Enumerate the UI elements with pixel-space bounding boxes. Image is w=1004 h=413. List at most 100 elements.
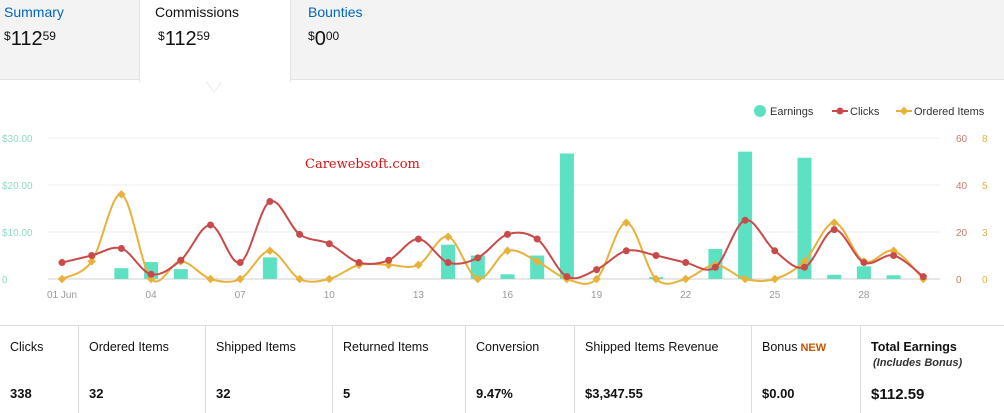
earnings-tabs: Summary $11259 Commissions $11259 Bounti… bbox=[0, 0, 1004, 82]
tab-summary-label[interactable]: Summary bbox=[4, 4, 64, 20]
clicks-point bbox=[266, 197, 274, 205]
y-right-clicks-tick-label: 40 bbox=[956, 181, 968, 192]
legend-earnings-label: Earnings bbox=[770, 106, 814, 118]
new-badge: NEW bbox=[800, 342, 827, 354]
y-left-tick-label: $10.00 bbox=[2, 228, 33, 239]
ordered-items-point bbox=[770, 274, 780, 284]
ordered-items-point bbox=[592, 274, 601, 284]
x-tick-label: 13 bbox=[413, 290, 425, 301]
earnings-bar bbox=[500, 274, 515, 279]
tab-summary[interactable]: Summary $11259 bbox=[0, 0, 138, 80]
clicks-point bbox=[533, 235, 541, 243]
ordered-items-point bbox=[800, 257, 809, 266]
legend-clicks-marker bbox=[836, 107, 844, 115]
stat-label: Total Earnings bbox=[871, 340, 957, 354]
stat-value: $3,347.55 bbox=[585, 386, 643, 401]
stat-value: 32 bbox=[89, 386, 104, 401]
earnings-bar bbox=[738, 151, 753, 279]
clicks-point bbox=[682, 259, 690, 267]
x-tick-label: 25 bbox=[769, 290, 781, 301]
earnings-bar bbox=[856, 266, 871, 279]
x-tick-label: 16 bbox=[502, 290, 514, 301]
stat-label: Returned Items bbox=[343, 340, 429, 354]
earnings-bar bbox=[559, 153, 574, 279]
y-right-clicks-tick-label: 20 bbox=[956, 228, 968, 239]
y-left-tick-label: 0 bbox=[2, 275, 8, 286]
legend-earnings-marker bbox=[754, 105, 766, 117]
clicks-point bbox=[622, 247, 630, 255]
clicks-point bbox=[711, 263, 719, 271]
y-right-items-tick-label: 8 bbox=[982, 134, 988, 145]
y-left-tick-label: $20.00 bbox=[2, 181, 33, 192]
ordered-items-point bbox=[503, 246, 512, 256]
clicks-point bbox=[919, 273, 927, 281]
ordered-items-point bbox=[295, 274, 304, 284]
ordered-items-point bbox=[117, 190, 126, 199]
ordered-items-point bbox=[414, 260, 423, 270]
x-tick-label: 28 bbox=[858, 290, 870, 301]
x-tick-label: 22 bbox=[680, 290, 692, 301]
stat-value: 338 bbox=[10, 386, 32, 401]
ordered-items-point bbox=[651, 274, 661, 284]
ordered-items-point bbox=[473, 274, 483, 284]
stat-label: Bonus NEW bbox=[762, 340, 827, 354]
x-tick-label: 07 bbox=[235, 290, 247, 301]
clicks-point bbox=[504, 230, 511, 238]
x-tick-label: 04 bbox=[146, 290, 158, 301]
ordered-items-point bbox=[265, 246, 275, 256]
tab-commissions-amount: $11259 bbox=[158, 28, 210, 51]
clicks-point bbox=[771, 247, 779, 255]
earnings-bar bbox=[797, 157, 812, 279]
stat-ordered-items: Ordered Items 32 bbox=[78, 326, 205, 413]
stat-value: $0.00 bbox=[762, 386, 795, 401]
tab-bounties[interactable]: Bounties $000 bbox=[308, 0, 428, 80]
stat-total-earnings: Total Earnings (Includes Bonus) $112.59 bbox=[860, 326, 1004, 413]
ordered-items-point bbox=[532, 257, 542, 266]
clicks-point bbox=[830, 226, 838, 234]
tab-bounties-amount: $000 bbox=[308, 28, 339, 51]
stat-label: Clicks bbox=[10, 340, 44, 354]
tab-commissions-label[interactable]: Commissions bbox=[155, 4, 240, 20]
clicks-point bbox=[117, 244, 125, 252]
amount-dollars: 112 bbox=[164, 28, 197, 50]
ordered-items-point bbox=[622, 218, 631, 227]
clicks-point bbox=[147, 270, 155, 278]
stat-bonus: Bonus NEW $0.00 bbox=[751, 326, 860, 413]
stat-shipped-items: Shipped Items 32 bbox=[205, 326, 332, 413]
amount-cents: 00 bbox=[325, 29, 340, 43]
clicks-point bbox=[474, 254, 482, 262]
earnings-bar bbox=[262, 257, 277, 279]
stat-sublabel: (Includes Bonus) bbox=[873, 357, 963, 369]
x-tick-label: 19 bbox=[591, 290, 603, 301]
clicks-point bbox=[325, 240, 333, 248]
stat-clicks: Clicks 338 bbox=[0, 326, 78, 413]
clicks-point bbox=[563, 273, 571, 281]
earnings-bar bbox=[470, 255, 485, 279]
clicks-point bbox=[296, 230, 304, 238]
amount-dollars: 0 bbox=[314, 28, 326, 50]
y-right-items-tick-label: 3 bbox=[982, 228, 988, 239]
earnings-bar bbox=[114, 268, 129, 279]
stat-value: $112.59 bbox=[871, 386, 925, 403]
clicks-point bbox=[88, 252, 96, 259]
ordered-items-line bbox=[61, 193, 925, 285]
legend-clicks-label: Clicks bbox=[850, 106, 880, 118]
clicks-point bbox=[741, 216, 749, 224]
tab-bounties-label[interactable]: Bounties bbox=[308, 4, 363, 20]
stat-value: 5 bbox=[343, 386, 351, 401]
ordered-items-point bbox=[829, 218, 839, 227]
ordered-items-point bbox=[325, 274, 334, 284]
clicks-point bbox=[58, 259, 66, 267]
amount-dollars: 112 bbox=[10, 28, 43, 50]
clicks-point bbox=[860, 259, 868, 267]
amount-cents: 59 bbox=[42, 29, 56, 43]
tab-commissions[interactable]: Commissions $11259 bbox=[139, 0, 291, 82]
stat-label: Shipped Items bbox=[216, 340, 296, 354]
clicks-point bbox=[236, 259, 244, 267]
clicks-point bbox=[355, 259, 363, 267]
legend-ordered-items-label: Ordered Items bbox=[914, 106, 985, 118]
currency-symbol: $ bbox=[158, 29, 165, 43]
stat-value: 32 bbox=[216, 386, 231, 401]
watermark-text: Carewebsoft.com bbox=[305, 157, 420, 172]
clicks-point bbox=[652, 252, 660, 259]
